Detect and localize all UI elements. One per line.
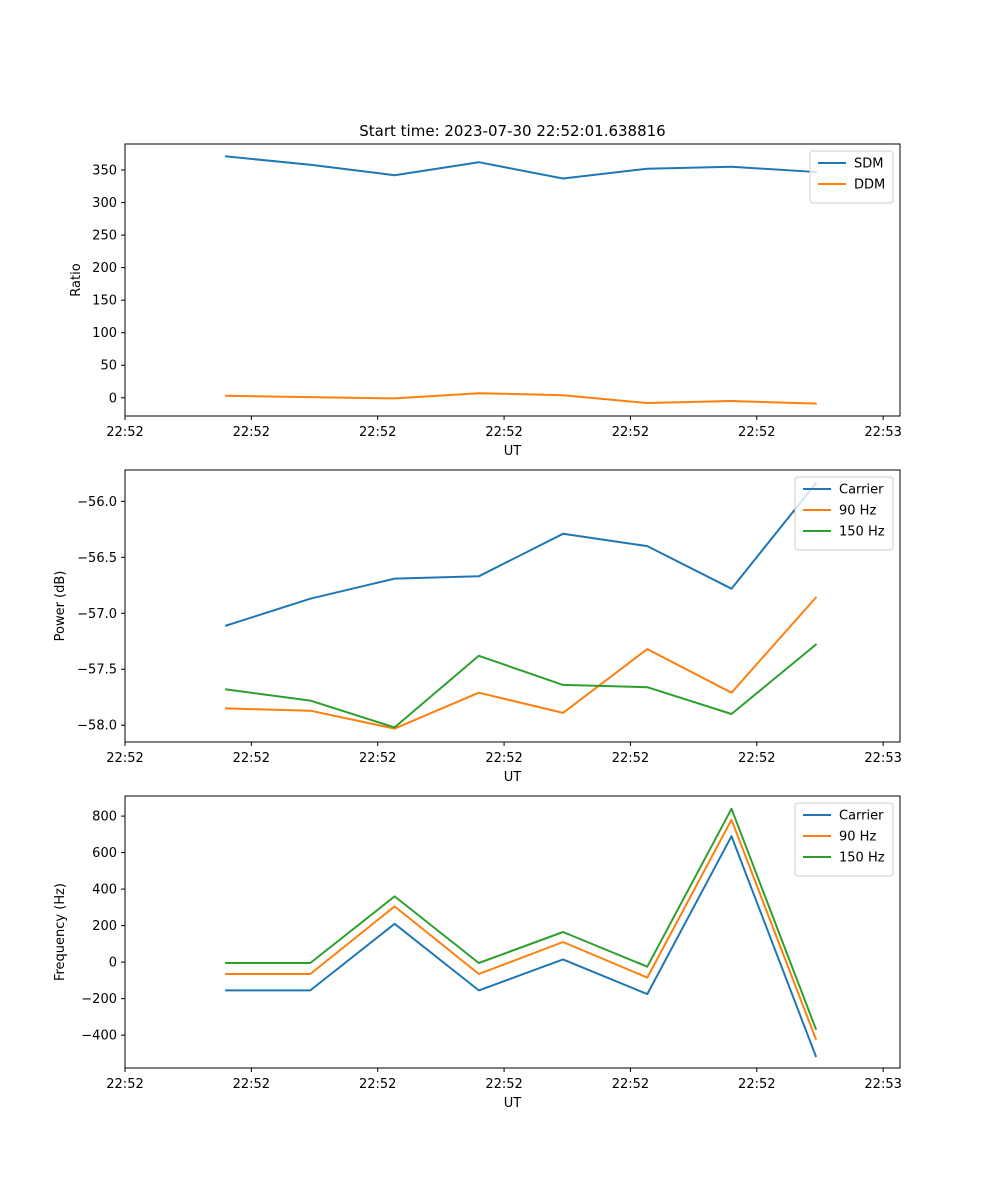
y-tick-label: 250 <box>92 229 117 244</box>
y-tick-label: 200 <box>92 261 117 276</box>
x-tick-label: 22:52 <box>233 425 270 440</box>
x-axis-label: UT <box>504 1096 522 1111</box>
x-tick-label: 22:52 <box>359 751 396 766</box>
x-tick-label: 22:52 <box>485 751 522 766</box>
series-line-carrier <box>225 835 818 1058</box>
x-axis-label: UT <box>504 444 522 459</box>
x-tick-label: 22:52 <box>738 1077 775 1092</box>
x-tick-label: 22:52 <box>106 1077 143 1092</box>
x-tick-label: 22:52 <box>612 1077 649 1092</box>
legend-label-90-hz: 90 Hz <box>839 504 876 519</box>
panel-1: 0 50 100 150 200 250 300 350 22:52 22:52 22:52 22:5… <box>69 143 902 459</box>
x-tick-label: 22:52 <box>106 751 143 766</box>
y-axis-label: Ratio <box>69 263 84 296</box>
x-tick-label: 22:52 <box>233 751 270 766</box>
x-tick-label: 22:52 <box>612 751 649 766</box>
y-tick-label: 350 <box>92 164 117 179</box>
x-tick-label: 22:53 <box>864 1077 901 1092</box>
y-tick-label: −58.0 <box>77 719 117 734</box>
panel-2: −58.0 −57.5 −57.0 −56.5 −56.0 22:52 22:52 22:52… <box>53 469 902 785</box>
legend-label-carrier: Carrier <box>839 809 884 824</box>
legend-label-ddm: DDM <box>854 178 885 193</box>
x-tick-label: 22:52 <box>359 1077 396 1092</box>
chart-title: Start time: 2023-07-30 22:52:01.638816 <box>359 122 665 140</box>
legend: Carrier 90 Hz 150 Hz <box>794 476 894 551</box>
panel-3: −400 −200 0 200 400 600 800 22:52 22:52 22:52 22:5… <box>53 795 902 1111</box>
series-line-sdm <box>225 155 817 180</box>
y-tick-label: 0 <box>109 391 117 406</box>
y-tick-label: −57.5 <box>77 663 117 678</box>
y-tick-label: 50 <box>100 359 117 374</box>
series-line-150-hz <box>225 807 818 1031</box>
legend: Carrier 90 Hz 150 Hz <box>794 802 894 877</box>
legend: SDM DDM <box>809 150 894 204</box>
y-axis-label: Frequency (Hz) <box>53 883 68 981</box>
legend-label-150-hz: 150 Hz <box>839 525 885 540</box>
legend-label-sdm: SDM <box>854 157 883 172</box>
x-tick-label: 22:52 <box>106 425 143 440</box>
y-tick-label: −56.0 <box>77 495 117 510</box>
y-tick-label: 0 <box>109 956 117 971</box>
plot-frame <box>124 143 901 417</box>
y-tick-label: −56.5 <box>77 551 117 566</box>
series-line-carrier <box>224 481 818 627</box>
x-tick-label: 22:53 <box>864 425 901 440</box>
series-line-ddm <box>225 392 817 405</box>
x-tick-label: 22:52 <box>485 425 522 440</box>
series-line-90-hz <box>225 818 818 1041</box>
legend-label-90-hz: 90 Hz <box>839 830 876 845</box>
x-axis-label: UT <box>504 770 522 785</box>
y-tick-label: −400 <box>81 1029 117 1044</box>
x-tick-label: 22:52 <box>738 425 775 440</box>
y-tick-label: 800 <box>92 810 117 825</box>
plot-frame <box>124 795 901 1069</box>
y-tick-label: 400 <box>92 883 117 898</box>
x-tick-label: 22:52 <box>359 425 396 440</box>
y-tick-label: −200 <box>81 992 117 1007</box>
x-tick-label: 22:52 <box>738 751 775 766</box>
x-tick-label: 22:52 <box>612 425 649 440</box>
x-tick-label: 22:52 <box>233 1077 270 1092</box>
y-tick-label: 300 <box>92 196 117 211</box>
plot-frame <box>124 469 901 743</box>
series-line-150-hz <box>224 643 818 729</box>
y-axis-label: Power (dB) <box>53 571 68 642</box>
y-tick-label: 600 <box>92 846 117 861</box>
y-tick-label: −57.0 <box>77 607 117 622</box>
x-tick-label: 22:52 <box>485 1077 522 1092</box>
series-line-90-hz <box>225 596 818 730</box>
y-tick-label: 150 <box>92 294 117 309</box>
y-tick-label: 200 <box>92 919 117 934</box>
panels: 0 50 100 150 200 250 300 350 22:52 22:52 22:52 22:5… <box>53 143 902 1111</box>
legend-label-150-hz: 150 Hz <box>839 851 885 866</box>
legend-label-carrier: Carrier <box>839 483 884 498</box>
x-tick-label: 22:53 <box>864 751 901 766</box>
y-tick-label: 100 <box>92 326 117 341</box>
